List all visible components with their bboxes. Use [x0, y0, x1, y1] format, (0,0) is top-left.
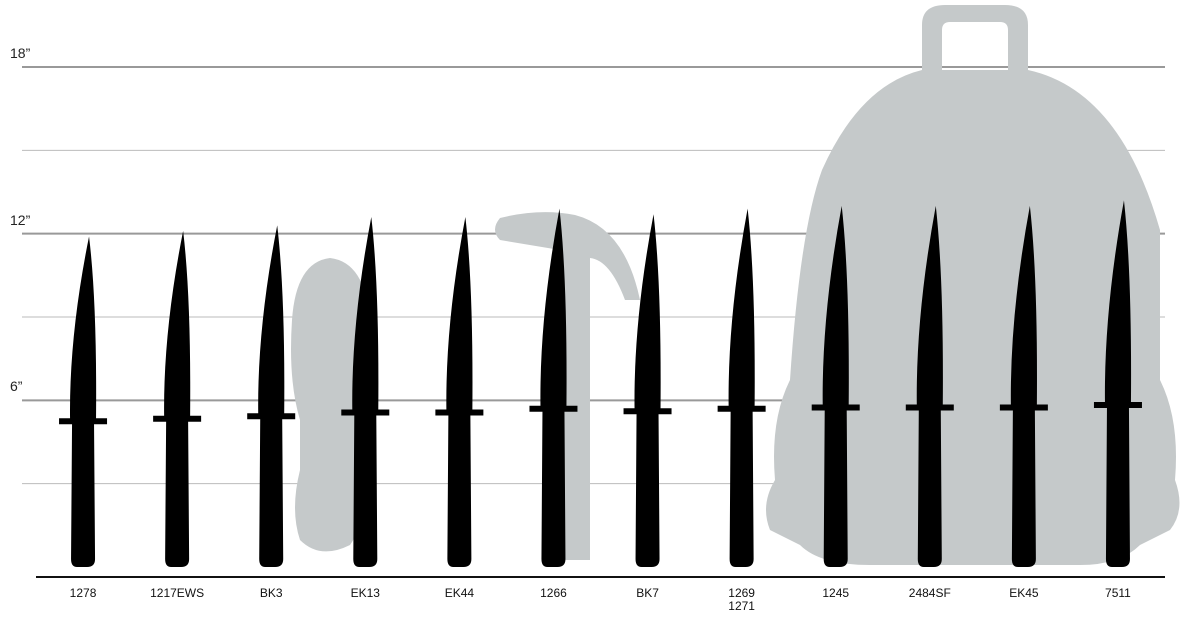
background-silhouettes [291, 5, 1180, 565]
x-tick-label: EK45 [1009, 586, 1039, 600]
x-tick-label: 1269 1271 [728, 586, 755, 613]
knife [247, 225, 296, 568]
knives [59, 200, 1142, 568]
knife [623, 214, 672, 567]
backpack [766, 5, 1180, 565]
knife [341, 217, 390, 567]
knife [1093, 200, 1142, 568]
x-tick-label: EK44 [444, 586, 475, 600]
hammer [495, 212, 640, 560]
shoe [291, 258, 371, 552]
knife [153, 230, 202, 567]
x-tick-label: 1245 [822, 586, 850, 600]
knife [529, 208, 578, 567]
knife [811, 205, 860, 567]
knife [717, 208, 766, 567]
knife [905, 205, 954, 567]
knife [999, 205, 1048, 567]
x-tick-label: 7511 [1105, 586, 1131, 600]
knife [59, 236, 108, 567]
knife [435, 217, 484, 567]
x-tick-label: BK7 [636, 586, 659, 600]
x-tick-label: EK13 [350, 586, 380, 600]
y-tick-label: 12” [10, 211, 31, 228]
y-tick-label: 18” [10, 45, 31, 61]
y-tick-label: 6” [10, 378, 23, 395]
x-tick-label: 1278 [69, 586, 97, 600]
x-tick-label: 1266 [540, 586, 567, 600]
x-tick-label: 2484SF [908, 586, 951, 600]
x-tick-label: BK3 [259, 586, 283, 600]
x-tick-label: 1217EWS [150, 586, 205, 600]
